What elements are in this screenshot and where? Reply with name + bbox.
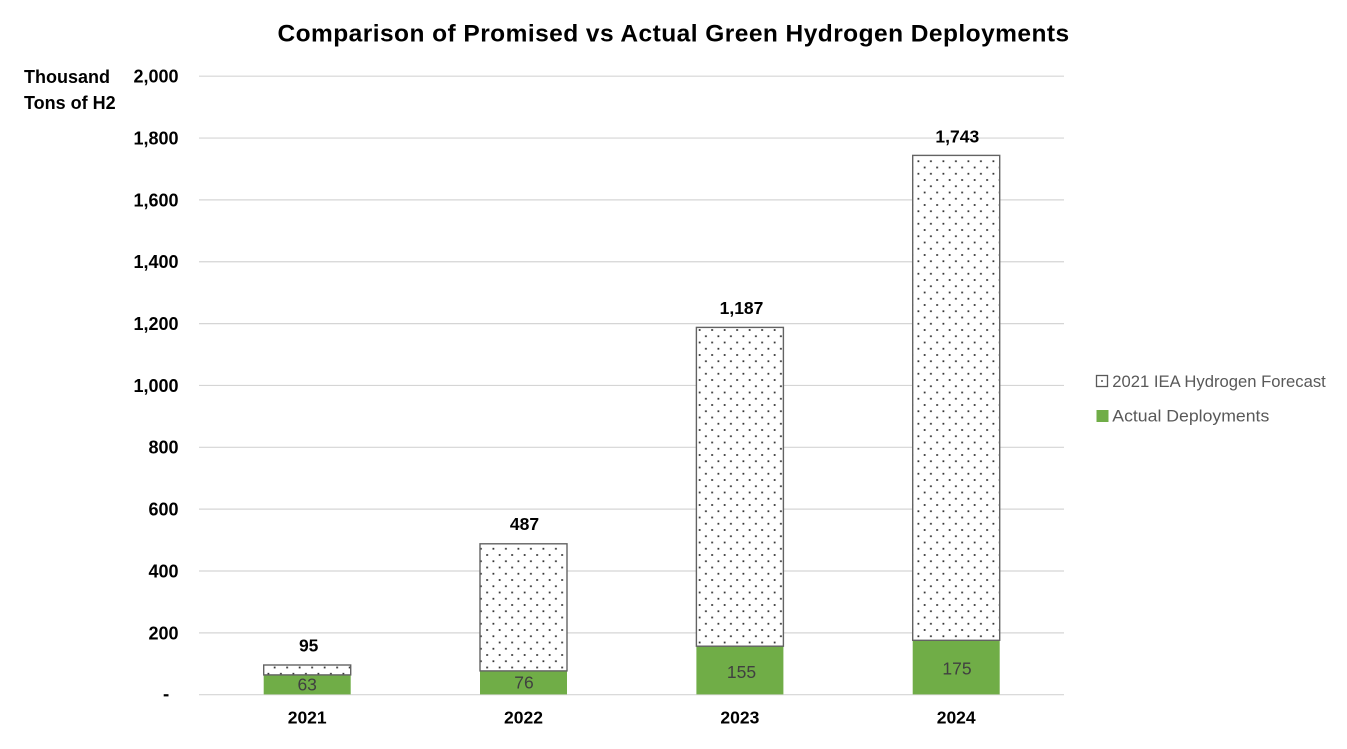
svg-text:2021: 2021 [288, 708, 327, 728]
svg-text:2022: 2022 [504, 708, 543, 728]
svg-text:2023: 2023 [720, 708, 759, 728]
svg-text:1,800: 1,800 [133, 128, 178, 148]
svg-text:76: 76 [514, 673, 533, 693]
svg-text:Thousand: Thousand [24, 67, 110, 87]
svg-text:1,600: 1,600 [133, 190, 178, 210]
svg-text:1,187: 1,187 [720, 298, 764, 318]
svg-text:Tons of H2: Tons of H2 [24, 93, 116, 113]
svg-text:Comparison of Promised vs Actu: Comparison of Promised vs Actual Green H… [277, 21, 1069, 48]
svg-text:600: 600 [148, 500, 178, 520]
svg-text:63: 63 [297, 674, 316, 694]
svg-text:155: 155 [727, 662, 756, 682]
svg-text:2024: 2024 [937, 708, 976, 728]
svg-text:400: 400 [148, 561, 178, 581]
svg-text:1,400: 1,400 [133, 252, 178, 272]
svg-text:175: 175 [942, 659, 971, 679]
svg-text:2021 IEA Hydrogen Forecast: 2021 IEA Hydrogen Forecast [1112, 372, 1326, 391]
svg-text:2,000: 2,000 [133, 67, 178, 87]
svg-text:487: 487 [510, 514, 539, 534]
svg-text:200: 200 [148, 623, 178, 643]
svg-text:800: 800 [148, 438, 178, 458]
svg-text:Actual Deployments: Actual Deployments [1112, 407, 1269, 426]
svg-text:1,743: 1,743 [935, 127, 979, 147]
svg-text:95: 95 [299, 635, 319, 655]
svg-text:1,200: 1,200 [133, 314, 178, 334]
svg-text:1,000: 1,000 [133, 376, 178, 396]
